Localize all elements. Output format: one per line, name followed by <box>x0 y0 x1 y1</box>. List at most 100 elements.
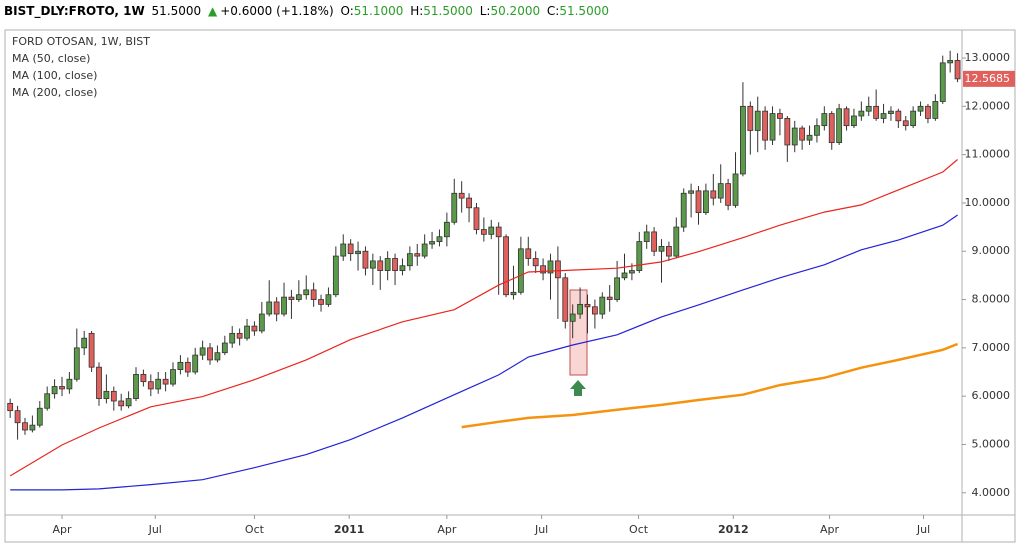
candle-body <box>258 313 265 332</box>
candle-body <box>836 108 843 143</box>
candle-body <box>325 294 332 305</box>
legend-entry: MA (50, close) <box>12 52 90 65</box>
legend: FORD OTOSAN, 1W, BIST MA (50, close) MA (1… <box>12 35 150 99</box>
candle-body <box>636 241 643 271</box>
candle-body <box>880 113 887 119</box>
candle-body <box>939 62 946 102</box>
header: BIST_DLY:FROTO, 1W 51.5000 ▲ +0.6000 (+1.… <box>0 0 1020 22</box>
candle-body <box>554 260 561 279</box>
candle-body <box>429 241 435 245</box>
candle-body <box>673 226 680 257</box>
candle-body <box>199 347 206 356</box>
candle-body <box>703 190 709 213</box>
candle-body <box>902 120 909 127</box>
up-arrow-marker <box>570 380 586 396</box>
candle-body <box>532 258 539 267</box>
candle-body <box>740 105 746 175</box>
candle-body <box>695 190 702 213</box>
candle-body <box>769 113 776 141</box>
c: 51.5000 <box>559 4 609 18</box>
candle-body <box>488 226 495 235</box>
candle-body <box>888 110 894 114</box>
candle-body <box>814 125 820 136</box>
candle-body <box>747 105 754 131</box>
candle-body <box>858 110 865 117</box>
candle-body <box>510 291 517 296</box>
candle-body <box>44 393 51 409</box>
candle-body <box>362 250 369 269</box>
x-tick-label: 2011 <box>334 523 365 536</box>
candle-body <box>954 60 961 80</box>
l-label: L: <box>479 4 491 18</box>
y-tick-label: 13.0000 <box>965 51 1011 64</box>
candle-body <box>266 301 273 315</box>
x-tick-label: Apr <box>820 523 840 536</box>
candle-body <box>480 229 487 235</box>
candle-body <box>384 258 391 271</box>
y-tick-label: 12.0000 <box>965 99 1011 112</box>
y-tick-label: 7.0000 <box>972 341 1011 354</box>
candle-body <box>244 325 250 339</box>
candle-body <box>688 190 695 194</box>
candle-body <box>192 354 199 373</box>
candle-body <box>466 197 472 209</box>
candle-body <box>273 301 280 315</box>
candle-body <box>347 243 354 255</box>
candle-body <box>925 105 931 119</box>
candle-body <box>81 337 88 349</box>
candle-body <box>355 250 361 255</box>
candle-body <box>777 113 783 119</box>
candle-body <box>229 332 236 344</box>
x-tick-label: Oct <box>629 523 649 536</box>
candle-body <box>458 192 465 199</box>
candle-body <box>614 277 620 300</box>
candle-body <box>569 313 576 322</box>
candle-body <box>295 294 302 300</box>
candle-body <box>806 134 813 141</box>
ma-line <box>9 159 958 477</box>
candle-body <box>895 110 902 122</box>
candle-body <box>577 303 583 315</box>
candle-body <box>251 325 258 332</box>
candle-body <box>214 352 221 361</box>
candle-body <box>762 110 769 141</box>
candle-body <box>436 236 443 242</box>
candle-body <box>140 374 147 383</box>
candle-body <box>547 260 554 274</box>
candle-body <box>525 248 532 259</box>
o-label: O: <box>340 4 354 18</box>
candle-body <box>162 378 169 385</box>
y-tick-label: 5.0000 <box>972 437 1011 450</box>
candle-body <box>503 236 509 296</box>
candle-body <box>917 105 924 112</box>
x-tick-label: Jul <box>534 523 548 536</box>
symbol: BIST_DLY:FROTO, 1W <box>4 4 145 18</box>
candle-body <box>369 260 376 269</box>
ma-line <box>10 214 958 491</box>
candle-body <box>754 110 761 131</box>
candle-body <box>22 422 28 431</box>
x-tick-label: Apr <box>52 523 72 536</box>
candle-body <box>177 361 184 370</box>
candle-body <box>377 260 384 271</box>
last: 51.5000 <box>151 4 202 18</box>
frame <box>4 29 1016 543</box>
candle-body <box>473 207 480 230</box>
candle-body <box>799 127 806 141</box>
candle-body <box>495 226 502 238</box>
candle-body <box>96 366 102 399</box>
candle-body <box>288 296 295 300</box>
candle-body <box>318 299 324 305</box>
candle-body <box>125 398 132 407</box>
candle-body <box>170 369 176 385</box>
candle-body <box>332 255 339 296</box>
last-price-badge <box>963 70 1015 87</box>
candle-body <box>29 424 36 431</box>
last-price-label: 12.5685 <box>965 72 1011 85</box>
candle-body <box>932 101 939 119</box>
candle-body <box>628 270 635 274</box>
candle-body <box>236 332 243 339</box>
y-tick-label: 4.0000 <box>972 486 1011 499</box>
candle-body <box>14 410 21 424</box>
candle-body <box>562 277 569 322</box>
